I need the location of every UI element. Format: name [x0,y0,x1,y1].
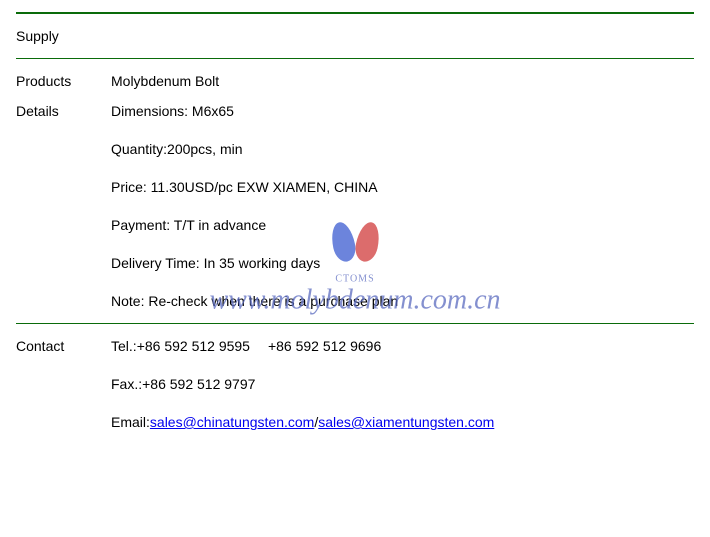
details-label: Details [16,103,111,309]
fax-value: +86 592 512 9797 [142,376,255,392]
contact-tel: Tel.:+86 592 512 9595 +86 592 512 9696 [111,338,694,354]
email-label: Email: [111,414,150,430]
tel2: +86 592 512 9696 [268,338,381,354]
detail-payment: Payment: T/T in advance [111,217,694,233]
tel-label: Tel.: [111,338,137,354]
products-section: Products Molybdenum Bolt [16,59,694,103]
contact-fax: Fax.:+86 592 512 9797 [111,376,694,392]
products-value: Molybdenum Bolt [111,73,694,89]
email2-link[interactable]: sales@xiamentungsten.com [318,414,494,430]
detail-price: Price: 11.30USD/pc EXW XIAMEN, CHINA [111,179,694,195]
supply-section: Supply [16,14,694,58]
fax-label: Fax.: [111,376,142,392]
contact-email: Email:sales@chinatungsten.com/sales@xiam… [111,414,694,430]
email1-link[interactable]: sales@chinatungsten.com [150,414,314,430]
supply-label: Supply [16,28,111,44]
products-label: Products [16,73,111,89]
contact-section: Contact Tel.:+86 592 512 9595 +86 592 512… [16,324,694,444]
tel1: +86 592 512 9595 [137,338,250,354]
detail-note: Note: Re-check when there is a purchase … [111,293,694,309]
details-section: Details Dimensions: M6x65 Quantity:200pc… [16,103,694,323]
contact-label: Contact [16,338,111,430]
detail-dimensions: Dimensions: M6x65 [111,103,694,119]
detail-delivery: Delivery Time: In 35 working days [111,255,694,271]
detail-quantity: Quantity:200pcs, min [111,141,694,157]
